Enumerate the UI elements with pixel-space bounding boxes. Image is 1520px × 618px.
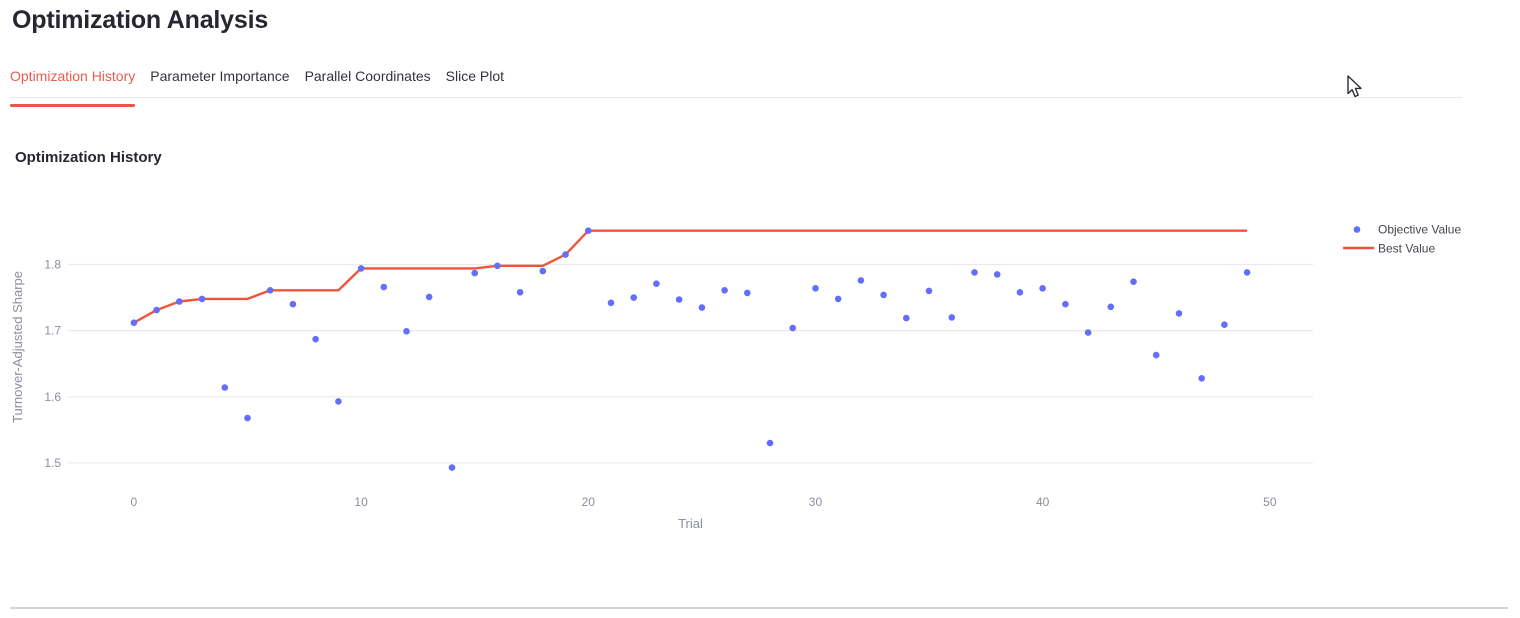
tab-parallel-coordinates[interactable]: Parallel Coordinates (305, 62, 431, 106)
tab-bar-divider (10, 97, 1462, 98)
objective-value-points (130, 227, 1251, 471)
svg-text:10: 10 (354, 495, 368, 509)
svg-text:0: 0 (131, 495, 138, 509)
tab-label: Parallel Coordinates (304, 68, 431, 84)
mouse-cursor (1347, 75, 1362, 98)
tab-slice-plot[interactable]: Slice Plot (446, 62, 504, 106)
svg-text:40: 40 (1036, 495, 1050, 509)
svg-text:1.7: 1.7 (44, 324, 61, 338)
svg-text:Trial: Trial (678, 516, 703, 531)
chart-section-title: Optimization History (15, 149, 162, 166)
x-axis-title: Trial (678, 516, 703, 531)
svg-text:30: 30 (809, 495, 823, 509)
y-axis-title: Turnover-Adjusted Sharpe (10, 271, 25, 423)
y-axis-tick-labels: 1.5 1.6 1.7 1.8 (44, 257, 61, 469)
best-value-line (133, 229, 1248, 324)
tab-optimization-history[interactable]: Optimization History (10, 62, 136, 107)
svg-text:Best Value: Best Value (1378, 242, 1435, 256)
tab-label: Parameter Importance (150, 68, 290, 84)
svg-text:1.8: 1.8 (44, 257, 61, 271)
svg-text:50: 50 (1263, 495, 1277, 509)
x-axis-tick-labels: 0 10 20 30 40 50 (131, 495, 1277, 509)
svg-text:Turnover-Adjusted Sharpe: Turnover-Adjusted Sharpe (10, 271, 25, 423)
svg-text:20: 20 (582, 495, 596, 509)
chart-legend[interactable]: Objective Value Best Value (1343, 223, 1461, 256)
svg-text:1.6: 1.6 (44, 390, 61, 404)
bottom-divider (10, 607, 1508, 609)
tab-bar: Optimization History Parameter Importanc… (10, 62, 504, 107)
tab-parameter-importance[interactable]: Parameter Importance (150, 62, 289, 106)
tab-label: Slice Plot (445, 68, 504, 84)
svg-text:1.5: 1.5 (44, 456, 61, 470)
tab-label: Optimization History (10, 68, 136, 84)
page-title: Optimization Analysis (12, 6, 269, 34)
y-gridlines (68, 263, 1313, 464)
svg-text:Objective Value: Objective Value (1378, 223, 1461, 237)
